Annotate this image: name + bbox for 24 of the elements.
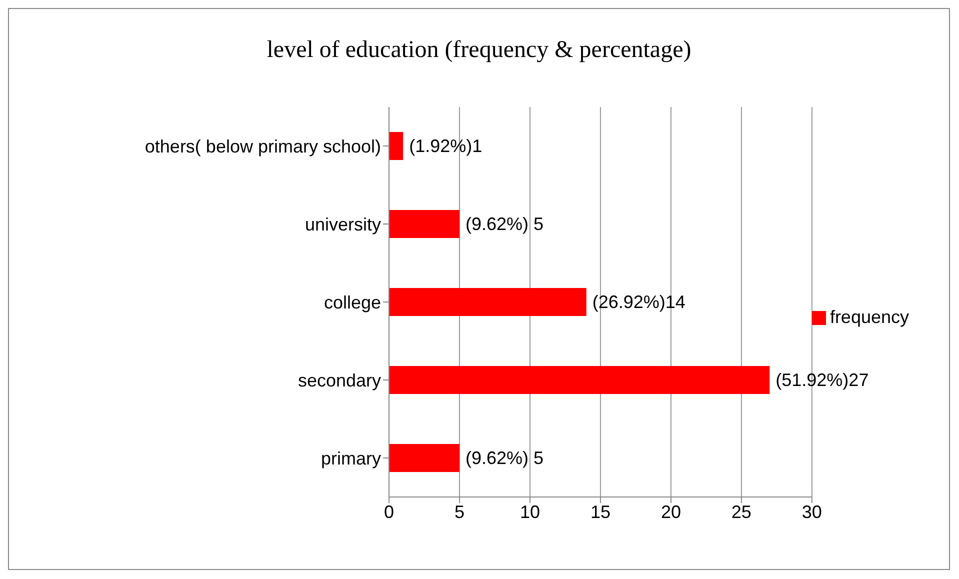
bar (389, 444, 460, 472)
y-tick-label: college (324, 292, 381, 312)
bar (389, 288, 586, 316)
x-tick-label: 30 (802, 502, 822, 522)
y-tick-label: primary (320, 448, 381, 468)
data-label: (26.92%)14 (592, 292, 686, 312)
x-tick-label: 20 (660, 502, 681, 522)
data-label: (1.92%)1 (409, 136, 482, 156)
data-label: (51.92%)27 (776, 370, 869, 390)
bar (389, 132, 404, 160)
chart-title: level of education (frequency & percentage) (266, 36, 692, 65)
x-tick-label: 15 (590, 502, 610, 522)
data-label: (9.62%) 5 (465, 214, 544, 234)
y-tick-label: secondary (298, 370, 381, 390)
x-tick-label: 25 (731, 502, 752, 522)
x-tick-label: 10 (520, 502, 540, 522)
y-tick-label: others( below primary school) (144, 136, 381, 156)
legend-label: frequency (830, 306, 909, 326)
y-tick-label: university (304, 214, 381, 234)
x-tick-label: 5 (454, 502, 464, 522)
bar (389, 210, 460, 238)
data-label: (9.62%) 5 (465, 448, 544, 468)
x-tick-label: 0 (384, 502, 394, 522)
bar (389, 366, 770, 394)
